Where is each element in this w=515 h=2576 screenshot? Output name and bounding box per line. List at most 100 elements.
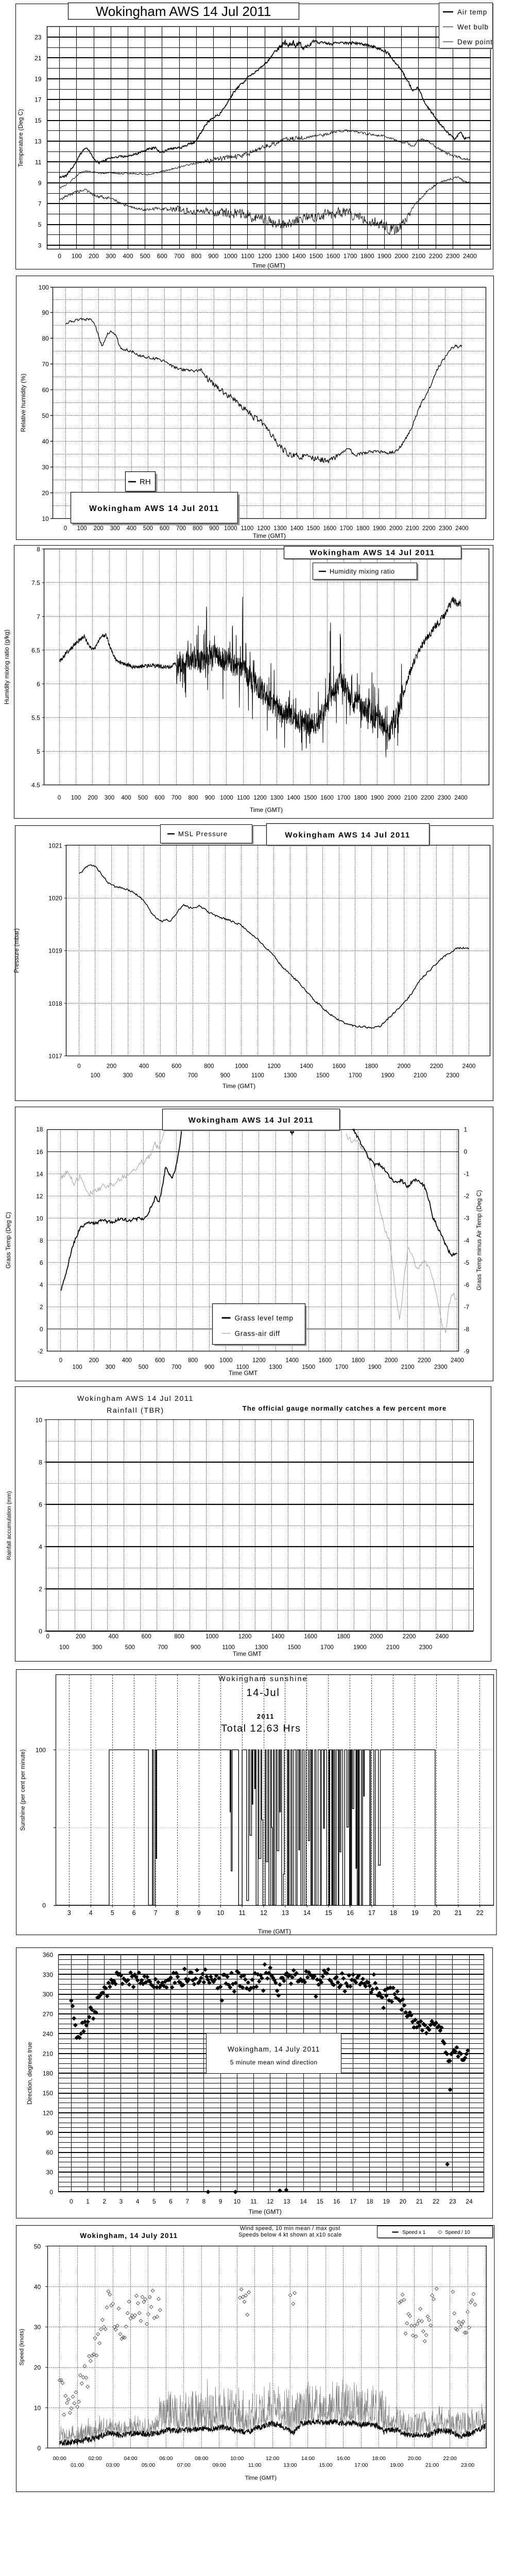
svg-text:Grass Temp (Deg C): Grass Temp (Deg C) (5, 1212, 12, 1268)
svg-text:300: 300 (123, 1073, 132, 1079)
svg-text:1600: 1600 (326, 252, 340, 260)
svg-text:1600: 1600 (318, 1358, 332, 1364)
svg-text:900: 900 (191, 1645, 200, 1651)
svg-text:13:00: 13:00 (283, 2463, 297, 2468)
svg-text:22: 22 (476, 1909, 484, 1917)
svg-text:1200: 1200 (257, 526, 270, 532)
svg-text:Total 12.63 Hrs: Total 12.63 Hrs (221, 1723, 301, 1734)
svg-text:8: 8 (176, 1909, 179, 1917)
svg-text:01:00: 01:00 (71, 2463, 84, 2468)
svg-text:Wokingham AWS 14 Jul 2011: Wokingham AWS 14 Jul 2011 (89, 504, 219, 513)
svg-text:Speed x 1: Speed x 1 (402, 2230, 425, 2235)
svg-text:Speed (knots): Speed (knots) (19, 2329, 25, 2366)
svg-text:60: 60 (42, 386, 49, 394)
svg-text:900: 900 (205, 795, 215, 801)
svg-text:600: 600 (155, 1358, 165, 1364)
svg-text:600: 600 (157, 252, 167, 260)
svg-text:360: 360 (43, 1951, 53, 1958)
svg-text:40: 40 (33, 2283, 41, 2291)
svg-text:3: 3 (119, 2198, 123, 2205)
svg-text:1400: 1400 (271, 1634, 285, 1640)
svg-text:Time (GMT): Time (GMT) (252, 262, 285, 269)
svg-text:21: 21 (35, 55, 42, 62)
svg-text:18: 18 (367, 2198, 374, 2205)
svg-text:200: 200 (89, 1358, 99, 1364)
svg-text:1700: 1700 (335, 1364, 349, 1370)
svg-text:23: 23 (35, 34, 42, 41)
svg-text:1800: 1800 (360, 252, 374, 260)
svg-text:20: 20 (42, 489, 49, 497)
svg-text:100: 100 (72, 1364, 82, 1370)
svg-text:10: 10 (36, 1417, 43, 1424)
svg-text:Speeds below 4 kt shown at x10: Speeds below 4 kt shown at x10 scale (238, 2232, 342, 2238)
svg-text:1900: 1900 (381, 1073, 394, 1079)
svg-text:2100: 2100 (411, 252, 425, 260)
svg-text:2011: 2011 (257, 1713, 274, 1720)
svg-text:1200: 1200 (252, 1358, 266, 1364)
svg-text:1800: 1800 (352, 1358, 365, 1364)
svg-text:14: 14 (36, 1171, 43, 1178)
svg-text:200: 200 (107, 1063, 116, 1070)
svg-text:2400: 2400 (454, 795, 468, 801)
svg-text:22:00: 22:00 (443, 2456, 456, 2462)
svg-text:0: 0 (77, 1063, 80, 1070)
svg-text:12:00: 12:00 (266, 2456, 279, 2462)
svg-text:15:00: 15:00 (319, 2463, 332, 2468)
svg-text:50: 50 (33, 2243, 41, 2250)
svg-text:17: 17 (350, 2198, 357, 2205)
svg-text:1100: 1100 (241, 526, 254, 532)
svg-text:1100: 1100 (251, 1073, 264, 1079)
svg-text:2: 2 (40, 1303, 43, 1311)
svg-text:50: 50 (42, 412, 49, 419)
svg-text:90: 90 (42, 309, 49, 316)
svg-text:2300: 2300 (439, 526, 452, 532)
svg-text:2200: 2200 (418, 1358, 431, 1364)
svg-text:2000: 2000 (385, 1358, 398, 1364)
svg-text:0: 0 (70, 2198, 73, 2205)
svg-text:400: 400 (139, 1063, 149, 1070)
svg-text:1800: 1800 (365, 1063, 379, 1070)
svg-text:10: 10 (217, 1909, 224, 1917)
svg-text:1500: 1500 (304, 795, 317, 801)
svg-text:100: 100 (71, 795, 81, 801)
svg-text:300: 300 (110, 526, 120, 532)
svg-text:1900: 1900 (353, 1645, 367, 1651)
svg-text:1100: 1100 (236, 1364, 249, 1370)
svg-text:Temperature (Deg C): Temperature (Deg C) (17, 109, 24, 167)
svg-text:15: 15 (317, 2198, 324, 2205)
svg-text:2000: 2000 (398, 1063, 411, 1070)
svg-text:The official gauge normally ca: The official gauge normally catches a fe… (243, 1404, 447, 1412)
svg-text:1900: 1900 (371, 795, 384, 801)
svg-text:2200: 2200 (421, 795, 434, 801)
svg-text:2400: 2400 (463, 252, 477, 260)
svg-text:0: 0 (39, 1628, 42, 1635)
svg-text:0: 0 (58, 795, 61, 801)
svg-text:0: 0 (42, 1902, 46, 1909)
svg-text:1000: 1000 (224, 526, 237, 532)
svg-text:1700: 1700 (344, 252, 357, 260)
svg-text:16:00: 16:00 (336, 2456, 350, 2462)
svg-text:MSL Pressure: MSL Pressure (178, 830, 228, 838)
svg-text:17: 17 (35, 96, 42, 104)
svg-text:Time (GMT): Time (GMT) (250, 806, 283, 814)
svg-text:1200: 1200 (253, 795, 267, 801)
svg-text:10: 10 (42, 515, 49, 522)
svg-text:100: 100 (90, 1073, 100, 1079)
svg-text:2300: 2300 (419, 1645, 433, 1651)
svg-text:1500: 1500 (316, 1073, 330, 1079)
svg-text:2100: 2100 (401, 1364, 415, 1370)
svg-text:1700: 1700 (337, 795, 351, 801)
svg-text:1500: 1500 (288, 1645, 301, 1651)
svg-text:10: 10 (234, 2198, 241, 2205)
svg-text:4: 4 (89, 1909, 93, 1917)
svg-text:Speed / 10: Speed / 10 (445, 2230, 470, 2235)
svg-text:Time (GMT): Time (GMT) (222, 1082, 255, 1090)
svg-text:21: 21 (416, 2198, 423, 2205)
svg-text:2000: 2000 (370, 1634, 383, 1640)
svg-text:200: 200 (76, 1634, 85, 1640)
svg-text:18:00: 18:00 (372, 2456, 385, 2462)
svg-text:7: 7 (37, 613, 40, 620)
svg-text:2000: 2000 (387, 795, 401, 801)
svg-text:0: 0 (64, 526, 67, 532)
svg-text:Wokingham AWS 14 Jul 2011: Wokingham AWS 14 Jul 2011 (188, 1116, 314, 1125)
